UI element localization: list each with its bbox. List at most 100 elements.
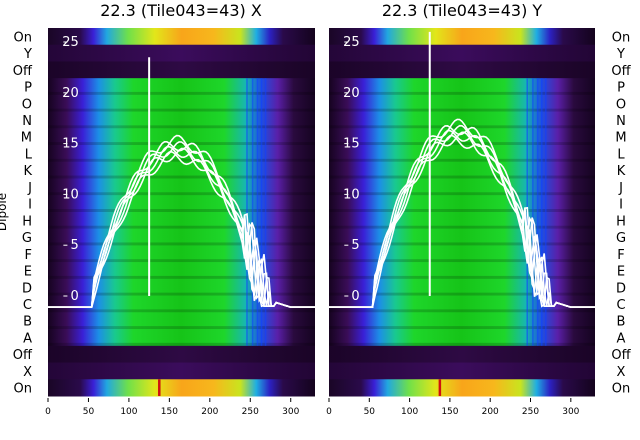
row-shade <box>329 259 595 263</box>
channel-stripe <box>536 78 539 346</box>
channel-stripe <box>256 78 259 346</box>
heatmap-panel-y <box>329 28 595 397</box>
row-label-o: O <box>616 97 626 112</box>
heatmap-row-on <box>329 28 595 46</box>
heatmap-panel-x <box>48 28 315 397</box>
row-label-j: J <box>27 181 32 196</box>
row-label-c: C <box>616 298 625 313</box>
row-shade <box>48 275 315 279</box>
x-tick-label: 250 <box>522 407 539 417</box>
channel-stripe <box>246 78 248 346</box>
row-shade <box>48 242 315 246</box>
row-label-k: K <box>617 164 626 179</box>
y-axis-label: Dipole <box>0 193 9 231</box>
row-label-c: C <box>23 298 32 313</box>
row-label-b: B <box>617 315 626 330</box>
row-shade <box>48 108 315 112</box>
heatmap-row-off <box>329 61 595 79</box>
heatmap-row-l <box>48 145 315 163</box>
row-label-m: M <box>21 131 32 146</box>
heatmap-row-off <box>48 61 315 79</box>
heatmap-row-x <box>48 362 315 380</box>
row-label-m: M <box>615 131 626 146</box>
row-label-o: O <box>22 97 32 112</box>
heatmap-row-l <box>329 145 595 163</box>
heatmap-row-p <box>48 78 315 96</box>
row-label-f: F <box>25 248 32 263</box>
heatmap-row-i <box>48 195 315 213</box>
row-shade <box>329 326 595 330</box>
row-label-g: G <box>22 231 32 246</box>
row-label-n: N <box>616 114 626 129</box>
row-shade <box>48 91 315 95</box>
overlay-ytick: 5 <box>351 238 359 253</box>
row-label-i: I <box>619 198 623 213</box>
overlay-ytick: 10 <box>62 187 79 202</box>
heatmap-row-d <box>48 278 315 297</box>
row-shade <box>48 125 315 129</box>
row-shade <box>329 142 595 146</box>
row-shade <box>329 242 595 246</box>
row-label-p: P <box>24 81 32 96</box>
heatmap-row-o <box>329 94 595 113</box>
row-shade <box>48 175 315 179</box>
row-shade <box>48 259 315 263</box>
row-label-p: P <box>617 81 625 96</box>
overlay-ytick: 15 <box>62 137 79 152</box>
overlay-curve <box>329 134 595 308</box>
x-tick-label: 300 <box>562 407 579 417</box>
heatmap-row-o <box>48 94 315 113</box>
row-shade <box>48 209 315 212</box>
row-label-h: H <box>22 214 32 229</box>
heatmap-row-on <box>48 28 315 46</box>
channel-stripe <box>251 78 254 346</box>
row-shade <box>329 275 595 279</box>
heatmap-row-p <box>329 78 595 96</box>
heatmap-row-on <box>329 379 595 397</box>
row-shade <box>48 326 315 330</box>
overlay-ytick: 20 <box>343 86 360 101</box>
chart-title-x: 22.3 (Tile043=43) X <box>100 1 262 20</box>
heatmap-row-m <box>329 128 595 146</box>
heatmap-row-b <box>48 312 315 330</box>
row-shade <box>48 225 315 229</box>
overlay-ytick: 25 <box>343 35 360 50</box>
row-label-e: E <box>617 265 625 280</box>
row-label-off: Off <box>13 64 33 79</box>
row-shade <box>329 225 595 229</box>
row-label-n: N <box>22 114 32 129</box>
heatmap-row-c <box>329 295 595 313</box>
row-label-on: On <box>612 30 630 45</box>
heatmap-row-k <box>329 161 595 180</box>
row-shade <box>329 292 595 296</box>
row-label-b: B <box>23 315 32 330</box>
row-shade <box>48 292 315 296</box>
on-row-marker <box>158 379 161 396</box>
x-tick-label: 200 <box>201 407 218 417</box>
x-tick-label: 50 <box>83 407 95 417</box>
heatmap-row-on <box>48 379 315 397</box>
row-shade <box>48 342 315 346</box>
overlay-ytick: 20 <box>62 86 79 101</box>
heatmap-row-off <box>329 345 595 364</box>
x-tick-label: 200 <box>482 407 499 417</box>
overlay-ytick: 10 <box>343 187 360 202</box>
row-label-off: Off <box>13 348 33 363</box>
heatmap-row-b <box>329 312 595 330</box>
row-label-on: On <box>612 382 630 397</box>
heatmap-row-k <box>48 161 315 180</box>
row-label-on: On <box>14 30 32 45</box>
overlay-ytick: 0 <box>70 289 78 304</box>
row-label-k: K <box>23 164 32 179</box>
row-label-h: H <box>616 214 626 229</box>
x-tick-label: 100 <box>120 407 137 417</box>
overlay-ytick: 5 <box>70 238 78 253</box>
overlay-ytick: 0 <box>351 289 359 304</box>
row-shade <box>48 142 315 146</box>
row-label-a: A <box>617 331 626 346</box>
row-label-l: L <box>617 147 625 162</box>
x-tick-label: 150 <box>441 407 458 417</box>
heatmap-row-n <box>48 111 315 129</box>
channel-stripe <box>545 78 547 346</box>
